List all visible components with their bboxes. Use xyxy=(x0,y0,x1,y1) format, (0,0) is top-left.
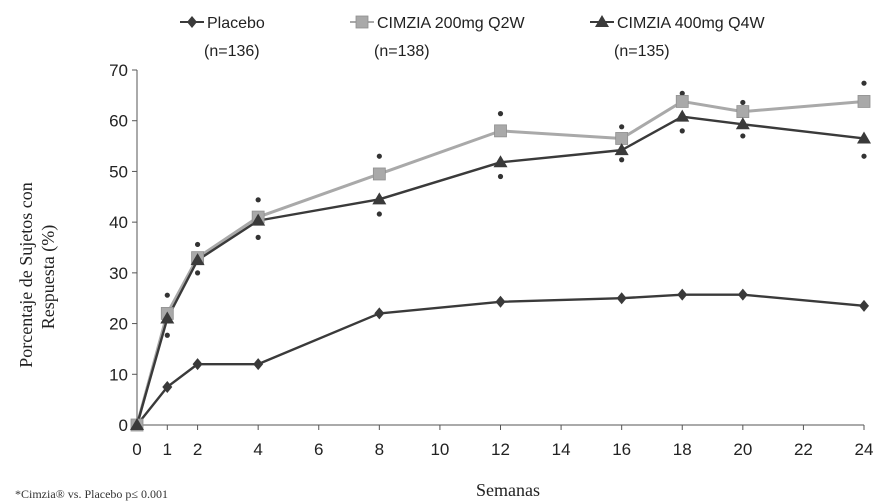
x-tick-label: 16 xyxy=(612,440,631,459)
axes xyxy=(136,70,864,426)
y-tick-label: 0 xyxy=(119,416,128,435)
legend-label: CIMZIA 200mg Q2W xyxy=(377,15,525,32)
significance-mark xyxy=(194,270,201,276)
series-lines xyxy=(135,99,865,426)
y-tick-label: 20 xyxy=(109,315,128,334)
x-tick-label: 10 xyxy=(430,440,449,459)
data-point xyxy=(675,95,689,108)
data-point xyxy=(859,299,869,312)
significance-mark xyxy=(497,111,504,117)
data-point xyxy=(372,167,386,181)
significance-mark xyxy=(619,124,625,130)
significance-mark xyxy=(255,234,261,240)
significance-mark xyxy=(740,133,746,139)
footnote: *Cimzia® vs. Placebo p≤ 0.001 xyxy=(15,487,168,501)
y-tick-label: 50 xyxy=(109,162,128,181)
x-tick-label: 18 xyxy=(673,440,692,459)
significance-mark xyxy=(861,153,867,159)
data-point xyxy=(192,358,203,371)
significance-mark xyxy=(376,153,382,159)
data-point xyxy=(737,288,748,301)
significance-mark xyxy=(861,80,867,86)
data-point xyxy=(857,95,871,108)
data-point xyxy=(251,213,266,226)
y-tick-label: 10 xyxy=(109,365,128,384)
x-tick-label: 8 xyxy=(375,440,384,459)
x-tick-label: 20 xyxy=(733,440,752,459)
significance-mark xyxy=(679,90,685,96)
significance-mark xyxy=(376,211,382,217)
data-point xyxy=(614,143,629,156)
legend-label: Placebo xyxy=(207,15,265,32)
significance-mark xyxy=(255,197,261,203)
y-tick-label: 40 xyxy=(109,213,128,232)
data-point xyxy=(493,155,508,168)
x-tick-label: 1 xyxy=(163,440,172,459)
significance-mark xyxy=(164,332,170,338)
legend-marker xyxy=(187,16,197,28)
data-point xyxy=(372,192,387,205)
significance-markers xyxy=(164,80,867,338)
legend-n-label: (n=135) xyxy=(614,43,670,60)
data-point xyxy=(615,132,629,145)
data-point xyxy=(736,105,750,118)
legend: Placebo (n=136) CIMZIA 200mg Q2W (n=138) CIM… xyxy=(180,15,765,60)
data-point xyxy=(253,358,264,371)
significance-mark xyxy=(164,292,170,298)
x-tick-label: 12 xyxy=(491,440,510,459)
data-point xyxy=(616,292,627,305)
data-point xyxy=(130,418,144,430)
x-ticks: 0 1 2 4 6 8 10 12 14 16 18 20 22 24 xyxy=(132,425,873,459)
significance-mark xyxy=(740,99,746,106)
series-line xyxy=(135,99,865,426)
y-axis-title-line1: Porcentaje de Sujetos con xyxy=(16,182,36,367)
data-point xyxy=(857,131,871,144)
data-point xyxy=(494,124,507,138)
x-tick-label: 24 xyxy=(855,440,874,459)
significance-mark xyxy=(497,173,504,180)
y-tick-label: 70 xyxy=(109,61,128,80)
significance-mark xyxy=(679,128,685,134)
x-tick-label: 2 xyxy=(193,440,202,459)
data-point xyxy=(735,117,750,130)
significance-mark xyxy=(619,157,625,163)
data-point xyxy=(495,295,506,308)
data-point xyxy=(190,253,205,266)
data-point xyxy=(677,288,688,301)
series-markers xyxy=(130,95,871,432)
significance-mark xyxy=(194,241,201,248)
y-ticks: 0 10 20 30 40 50 60 70 xyxy=(109,61,137,435)
series-line xyxy=(136,293,865,426)
legend-label: CIMZIA 400mg Q4W xyxy=(617,15,765,32)
x-tick-label: 6 xyxy=(314,440,323,459)
x-tick-label: 0 xyxy=(132,440,141,459)
series-line xyxy=(135,115,865,426)
data-point xyxy=(374,307,385,320)
legend-n-label: (n=136) xyxy=(204,43,260,60)
x-tick-label: 14 xyxy=(552,440,571,459)
data-point xyxy=(675,109,690,122)
x-tick-label: 4 xyxy=(253,440,262,459)
legend-marker xyxy=(595,15,609,27)
y-axis-title-line2: Respuesta (%) xyxy=(38,225,59,329)
data-point xyxy=(160,311,175,324)
legend-n-label: (n=138) xyxy=(374,43,430,60)
y-tick-label: 60 xyxy=(109,112,128,131)
y-tick-label: 30 xyxy=(109,264,128,283)
x-tick-label: 22 xyxy=(794,440,813,459)
x-axis-title: Semanas xyxy=(476,480,540,500)
legend-marker xyxy=(355,15,369,29)
data-point xyxy=(162,380,173,393)
